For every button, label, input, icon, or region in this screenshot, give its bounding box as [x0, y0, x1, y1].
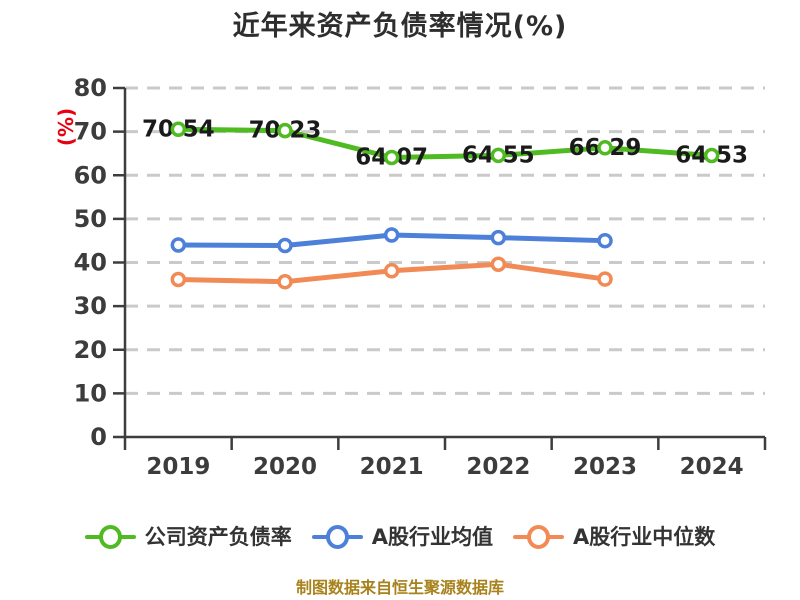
data-point-marker — [277, 273, 293, 290]
data-point-marker — [597, 232, 613, 249]
legend-item-company-ratio: 公司资产负债率 — [84, 524, 292, 550]
data-point-marker — [597, 140, 613, 156]
data-point-marker — [490, 256, 507, 272]
data-point-marker — [277, 122, 293, 139]
y-axis-tick-label: 30 — [74, 292, 107, 320]
data-point-marker — [277, 237, 293, 254]
y-axis-tick-label: 20 — [74, 336, 107, 364]
data-point-marker — [170, 121, 187, 138]
y-axis-tick-label: 0 — [90, 423, 107, 451]
data-point-marker — [490, 229, 507, 246]
y-axis-tick-label: 50 — [74, 205, 107, 233]
legend-circle-icon — [325, 525, 349, 549]
legend-item-industry-median: A股行业中位数 — [513, 524, 715, 550]
x-axis-tick-label: 2022 — [466, 454, 530, 480]
x-axis-tick-label: 2021 — [360, 454, 424, 480]
legend-marker-blue — [311, 525, 363, 549]
y-axis-tick-label: 40 — [74, 249, 107, 277]
y-axis-tick-label: 10 — [74, 379, 107, 407]
y-axis-unit-label: (%) — [54, 108, 78, 146]
data-point-marker — [597, 271, 613, 287]
data-point-marker — [383, 263, 400, 279]
legend-circle-icon — [527, 525, 550, 549]
data-point-marker — [170, 271, 187, 288]
data-point-marker — [490, 147, 507, 164]
legend-label-industry-median: A股行业中位数 — [573, 525, 716, 549]
legend-item-industry-mean: A股行业均值 — [311, 524, 493, 550]
chart-legend: 公司资产负债率 A股行业均值 A股行业中位数 — [0, 522, 800, 552]
y-axis-tick-label: 80 — [74, 74, 107, 102]
series-line-0 — [175, 126, 715, 160]
data-source-note: 制图数据来自恒生聚源数据库 — [295, 578, 504, 597]
x-axis-tick-label: 2019 — [146, 454, 210, 480]
data-point-marker — [383, 227, 400, 243]
legend-marker-orange — [513, 525, 564, 549]
chart-title: 近年来资产负债率情况(%) — [232, 11, 568, 42]
data-point-marker — [703, 147, 720, 164]
legend-label-company-ratio: 公司资产负债率 — [144, 525, 292, 549]
line-chart-plot: 0 10 20 30 40 50 60 70 80 2019 2020 2021 2022 2023 202… — [54, 74, 767, 480]
data-point-marker — [170, 237, 187, 253]
legend-label-industry-mean: A股行业均值 — [371, 525, 493, 549]
x-axis-tick-label: 2023 — [573, 454, 637, 480]
legend-circle-icon — [98, 525, 122, 549]
data-point-marker — [383, 149, 400, 166]
y-axis-tick-label: 60 — [74, 161, 107, 189]
x-axis-tick-label: 2024 — [680, 454, 744, 480]
legend-marker-green — [84, 525, 136, 549]
x-axis-tick-label: 2020 — [253, 454, 317, 480]
y-axis-tick-label: 70 — [74, 118, 107, 146]
